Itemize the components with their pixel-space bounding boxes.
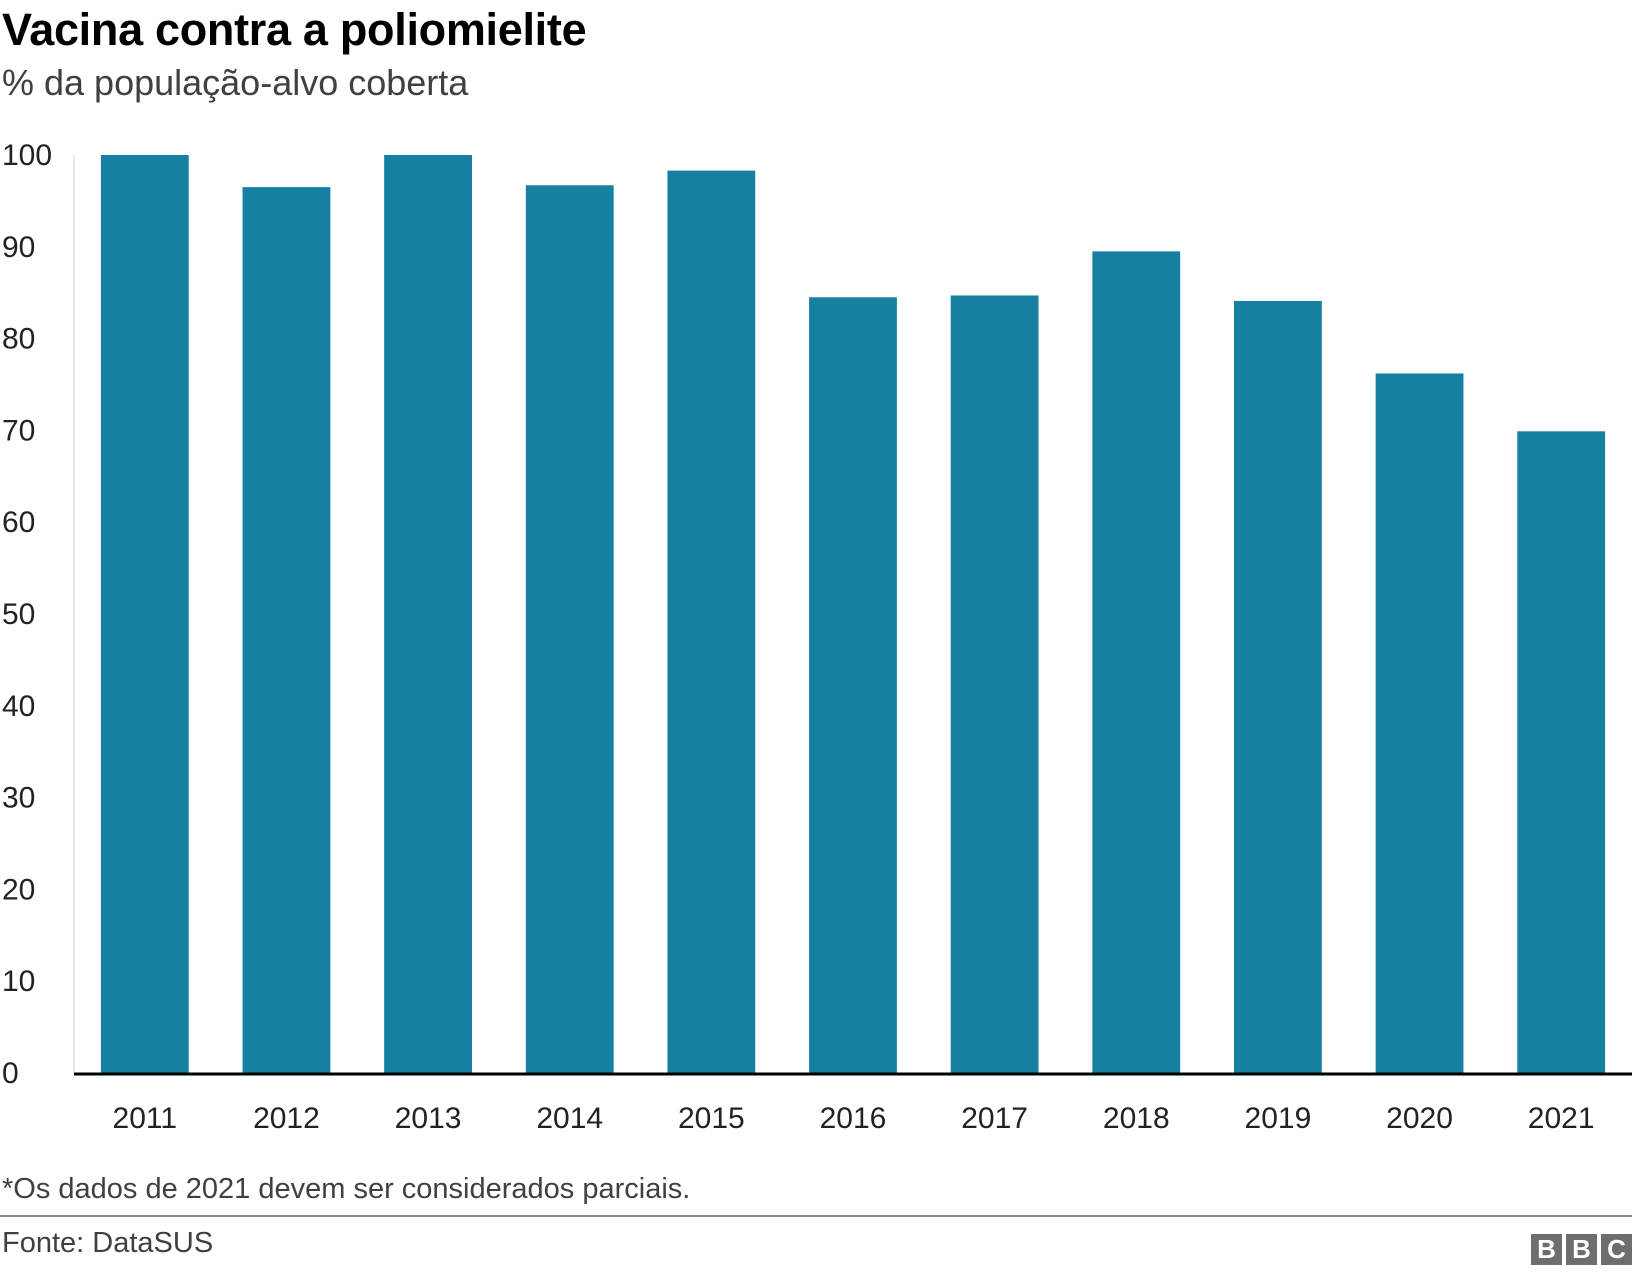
bar-2016 bbox=[809, 297, 897, 1073]
x-tick-label: 2016 bbox=[820, 1102, 887, 1135]
x-tick-label: 2013 bbox=[395, 1102, 462, 1135]
y-tick-label: 80 bbox=[2, 323, 35, 356]
y-tick-label: 20 bbox=[2, 873, 35, 906]
footnote: *Os dados de 2021 devem ser considerados… bbox=[2, 1173, 691, 1205]
bbc-logo: B B C bbox=[1531, 1234, 1632, 1265]
bar-2021 bbox=[1517, 431, 1606, 1073]
chart-subtitle: % da população-alvo coberta bbox=[2, 62, 469, 103]
y-tick-label: 100 bbox=[2, 139, 52, 172]
bar-2014 bbox=[525, 185, 614, 1074]
bar-2011 bbox=[100, 155, 189, 1073]
bar-2015 bbox=[667, 170, 756, 1074]
x-axis-ticks: 2011 2012 2013 2014 2015 2016 2017 2018 2019 2020… bbox=[113, 1102, 1595, 1135]
bar-2012 bbox=[242, 187, 331, 1073]
bars bbox=[100, 155, 1606, 1074]
x-tick-label: 2019 bbox=[1245, 1102, 1312, 1135]
y-tick-label: 60 bbox=[2, 506, 35, 539]
x-tick-label: 2017 bbox=[961, 1102, 1028, 1135]
y-tick-label: 90 bbox=[2, 231, 35, 264]
x-tick-label: 2012 bbox=[253, 1102, 320, 1135]
bar-2013 bbox=[384, 155, 472, 1073]
y-tick-label: 40 bbox=[2, 690, 35, 723]
bar-2020 bbox=[1375, 373, 1464, 1074]
bar-2019 bbox=[1234, 300, 1322, 1074]
y-axis-ticks: 0 10 20 30 40 50 60 70 80 90 100 bbox=[2, 139, 52, 1090]
y-tick-label: 10 bbox=[2, 965, 35, 998]
x-tick-label: 2020 bbox=[1386, 1102, 1453, 1135]
y-tick-label: 30 bbox=[2, 782, 35, 815]
y-tick-label: 50 bbox=[2, 598, 35, 631]
y-tick-label: 0 bbox=[2, 1057, 19, 1090]
x-tick-label: 2021 bbox=[1528, 1102, 1595, 1135]
logo-letter: B bbox=[1566, 1234, 1597, 1265]
source-credit: Fonte: DataSUS bbox=[2, 1227, 214, 1259]
x-tick-label: 2014 bbox=[536, 1102, 603, 1135]
bar-2018 bbox=[1092, 251, 1181, 1073]
bar-2017 bbox=[950, 295, 1039, 1073]
logo-letter: B bbox=[1531, 1234, 1562, 1265]
x-tick-label: 2015 bbox=[678, 1102, 745, 1135]
footer-divider bbox=[0, 1215, 1632, 1217]
x-tick-label: 2011 bbox=[113, 1102, 178, 1135]
y-tick-label: 70 bbox=[2, 414, 35, 447]
logo-letter: C bbox=[1601, 1234, 1632, 1265]
x-tick-label: 2018 bbox=[1103, 1102, 1170, 1135]
chart-title: Vacina contra a poliomielite bbox=[2, 4, 587, 55]
